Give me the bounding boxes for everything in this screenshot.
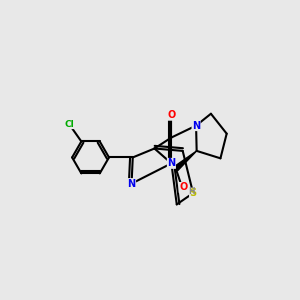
Text: O: O xyxy=(179,182,188,193)
Text: Cl: Cl xyxy=(64,120,74,129)
Polygon shape xyxy=(174,151,197,171)
Text: N: N xyxy=(192,121,200,130)
Text: O: O xyxy=(167,110,175,120)
Text: N: N xyxy=(128,178,136,189)
Text: N: N xyxy=(167,158,175,168)
Text: S: S xyxy=(190,188,197,198)
Text: H: H xyxy=(189,187,195,196)
